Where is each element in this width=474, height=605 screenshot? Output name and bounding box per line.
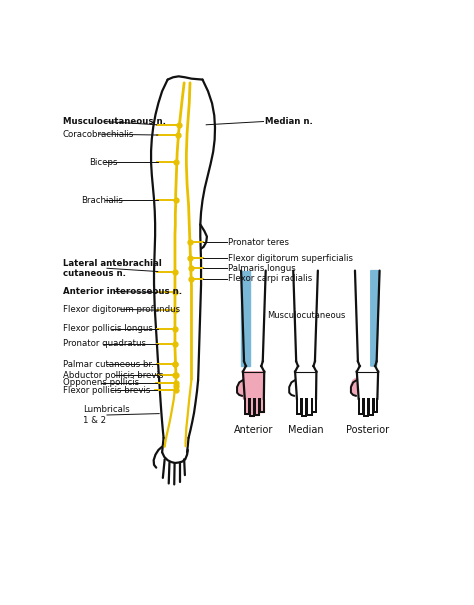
Text: Median: Median — [288, 425, 324, 435]
Polygon shape — [260, 399, 264, 412]
Polygon shape — [255, 399, 259, 415]
Text: Palmar cutaneous br.: Palmar cutaneous br. — [63, 360, 154, 368]
Text: Musculocutaneous: Musculocutaneous — [267, 312, 345, 320]
Polygon shape — [351, 378, 357, 396]
Text: Flexor digitorum profundus: Flexor digitorum profundus — [63, 305, 180, 314]
Text: Brachialis: Brachialis — [82, 196, 123, 204]
Text: Pronator teres: Pronator teres — [228, 238, 289, 247]
Polygon shape — [237, 380, 243, 396]
Polygon shape — [243, 371, 264, 399]
Text: Coracobrachialis: Coracobrachialis — [63, 129, 134, 139]
Text: Abductor pollicis brevis: Abductor pollicis brevis — [63, 371, 164, 380]
Text: Anterior: Anterior — [234, 425, 273, 435]
Polygon shape — [250, 399, 255, 416]
Polygon shape — [371, 270, 380, 366]
Polygon shape — [245, 399, 249, 414]
Text: Palmaris longus: Palmaris longus — [228, 264, 296, 273]
Text: Musculocutaneous n.: Musculocutaneous n. — [63, 117, 166, 126]
Polygon shape — [241, 270, 250, 366]
Text: Posterior: Posterior — [346, 425, 389, 435]
Text: Median n.: Median n. — [265, 117, 313, 126]
Text: Opponens pollicis: Opponens pollicis — [63, 378, 139, 387]
Text: Flexor pollicis brevis: Flexor pollicis brevis — [63, 386, 150, 395]
Text: Biceps: Biceps — [89, 157, 117, 166]
Text: Lumbricals
1 & 2: Lumbricals 1 & 2 — [83, 405, 130, 425]
Text: Flexor carpi radialis: Flexor carpi radialis — [228, 274, 312, 283]
Text: Pronator quadratus: Pronator quadratus — [63, 339, 146, 348]
Text: Anterior interosseous n.: Anterior interosseous n. — [63, 287, 182, 296]
Text: Flexor digitorum superficialis: Flexor digitorum superficialis — [228, 253, 353, 263]
Text: Flexor pollicis longus: Flexor pollicis longus — [63, 324, 153, 333]
Text: Lateral antebrachial
cutaneous n.: Lateral antebrachial cutaneous n. — [63, 258, 162, 278]
